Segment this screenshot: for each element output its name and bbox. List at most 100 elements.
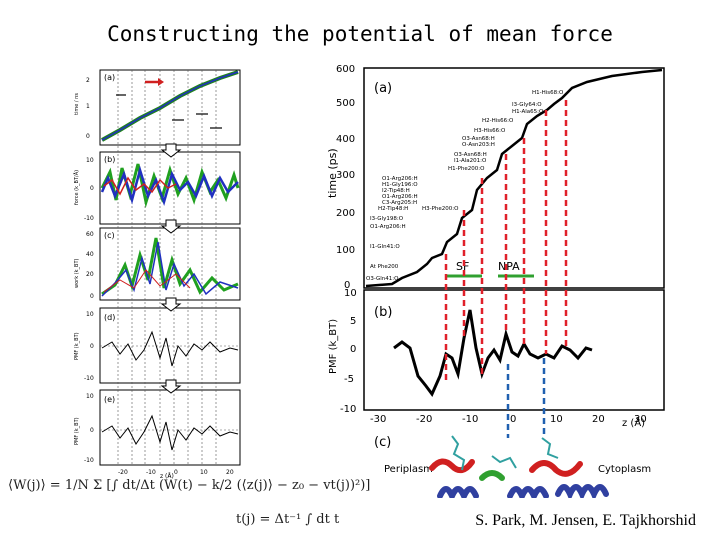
slide-title: Constructing the potential of mean force: [107, 22, 613, 46]
svg-text:-20: -20: [118, 469, 128, 476]
svg-text:10: 10: [86, 311, 94, 318]
left-xlabel: z (Å): [160, 473, 174, 480]
svg-text:20: 20: [86, 271, 94, 278]
svg-text:H1-Ala65:O: H1-Ala65:O: [512, 109, 544, 115]
ligand-sticks: [451, 435, 559, 471]
svg-text:30: 30: [634, 414, 647, 425]
protein-ribbons: [429, 458, 609, 498]
periplasm-label: Periplasm: [384, 464, 433, 475]
svg-text:10: 10: [200, 469, 208, 476]
svg-text:H3-His66:O: H3-His66:O: [474, 128, 506, 134]
blue-dash-lines: [506, 358, 546, 438]
right-panel-b-xticks: -30 -20 -10 0 10 20 30: [370, 414, 647, 425]
panel-d-ylabel: PMF (k_BT): [74, 332, 80, 360]
svg-text:10: 10: [86, 157, 94, 164]
svg-text:H3-Phe200:O: H3-Phe200:O: [422, 206, 459, 212]
svg-text:0: 0: [90, 185, 94, 192]
panel-b-frame: [99, 151, 241, 225]
svg-text:10: 10: [86, 393, 94, 400]
sf-label: SF: [456, 260, 469, 273]
svg-text:H1-His68:O: H1-His68:O: [532, 90, 564, 96]
panel-e-frame: [99, 389, 241, 466]
panel-d-curve: [101, 330, 239, 367]
panel-b-label: (b): [104, 155, 115, 164]
panel-e-ylabel: PMF (k_BT): [74, 417, 80, 445]
svg-text:600: 600: [336, 64, 355, 75]
svg-text:O1-Arg206:H: O1-Arg206:H: [370, 224, 406, 230]
panel-a-frame: [99, 69, 241, 146]
right-figure: (a) time (ps) 600 500 400 300 200 100 0 …: [326, 64, 665, 498]
svg-text:300: 300: [336, 170, 355, 181]
left-figure: (a) 2 1 0 time / ns (b) 10 0 -10 force (…: [73, 69, 241, 480]
svg-text:0: 0: [90, 293, 94, 300]
svg-text:5: 5: [350, 316, 356, 327]
right-panel-b-frame: [363, 289, 665, 411]
panel-e-label: (e): [104, 395, 115, 404]
svg-text:1: 1: [86, 103, 90, 110]
time-trajectory: [365, 68, 663, 288]
panel-a-ylabel: time / ns: [74, 93, 80, 115]
red-dash-lines: [444, 100, 568, 384]
svg-text:2: 2: [86, 77, 90, 84]
svg-text:0: 0: [174, 469, 178, 476]
npa-label: NPA: [498, 260, 520, 273]
panel-d-frame: [99, 307, 241, 384]
panel-c-label: (c): [104, 231, 115, 240]
right-panel-b-ylabel: PMF (k_BT): [328, 319, 339, 374]
author-credit: S. Park, M. Jensen, E. Tajkhorshid: [475, 512, 696, 529]
svg-text:0: 0: [344, 280, 350, 291]
svg-text:O3-Asn68:H: O3-Asn68:H: [454, 152, 487, 158]
svg-text:0: 0: [510, 414, 516, 425]
svg-text:-20: -20: [416, 414, 432, 425]
svg-text:O1-Arg206:H: O1-Arg206:H: [382, 176, 418, 182]
flow-arrows: [160, 143, 182, 394]
pmf-curve: [393, 309, 593, 397]
svg-text:I1-Gln41:O: I1-Gln41:O: [370, 244, 400, 250]
svg-text:I1-Ala201:O: I1-Ala201:O: [454, 158, 487, 164]
svg-text:I2-Tip48:H: I2-Tip48:H: [382, 188, 410, 194]
svg-text:-10: -10: [146, 469, 156, 476]
right-panel-a-frame: [363, 67, 665, 289]
svg-text:40: 40: [86, 251, 94, 258]
svg-text:100: 100: [336, 245, 355, 256]
svg-text:-10: -10: [340, 404, 356, 415]
svg-text:I3-Gly198:O: I3-Gly198:O: [370, 216, 404, 222]
svg-text:0: 0: [90, 343, 94, 350]
svg-text:I3-Gly64:O: I3-Gly64:O: [512, 102, 542, 108]
svg-text:0: 0: [350, 344, 356, 355]
svg-text:O3-Gln41:O: O3-Gln41:O: [366, 276, 399, 282]
svg-text:C3-Arg205:H: C3-Arg205:H: [382, 200, 417, 206]
panel-a-label: (a): [104, 73, 115, 82]
svg-text:20: 20: [592, 414, 605, 425]
svg-text:At Phe200: At Phe200: [370, 264, 399, 270]
svg-text:O3-Asn68:H: O3-Asn68:H: [462, 136, 495, 142]
svg-text:O-Asn203:H: O-Asn203:H: [462, 142, 495, 148]
right-panel-b-xlabel: z (Å): [622, 416, 645, 429]
svg-text:60: 60: [86, 231, 94, 238]
svg-text:20: 20: [226, 469, 234, 476]
svg-text:-10: -10: [462, 414, 478, 425]
svg-text:-10: -10: [84, 215, 94, 222]
panel-b-ylabel: force (k_BT/Å): [73, 170, 80, 205]
pmf-equation: ⟨W(j)⟩ = 1/N Σ [∫ dt/Δt (W(t) − k/2 (⟨z(…: [8, 478, 371, 493]
right-panel-a-label: (a): [374, 81, 392, 96]
trajectory-annotations: H1-His68:O I3-Gly64:O H1-Ala65:O H2-His6…: [366, 90, 564, 282]
svg-text:0: 0: [86, 133, 90, 140]
svg-text:O1-Arg206:H: O1-Arg206:H: [382, 194, 418, 200]
svg-text:10: 10: [550, 414, 563, 425]
svg-text:10: 10: [344, 288, 357, 299]
right-panel-a-ylabel: time (ps): [326, 148, 339, 198]
panel-b-trace-red: [103, 176, 177, 196]
svg-text:-30: -30: [370, 414, 386, 425]
svg-text:500: 500: [336, 98, 355, 109]
svg-text:H1-Gly196:O: H1-Gly196:O: [382, 182, 418, 188]
svg-text:H1-Phe200:O: H1-Phe200:O: [448, 166, 485, 172]
panel-e-curve: [101, 414, 239, 451]
svg-text:H2-His66:O: H2-His66:O: [482, 118, 514, 124]
svg-text:400: 400: [336, 134, 355, 145]
panel-d-label: (d): [104, 313, 115, 322]
right-panel-c-label: (c): [374, 435, 391, 450]
cytoplasm-label: Cytoplasm: [598, 464, 651, 475]
svg-text:-10: -10: [84, 457, 94, 464]
svg-text:0: 0: [90, 427, 94, 434]
